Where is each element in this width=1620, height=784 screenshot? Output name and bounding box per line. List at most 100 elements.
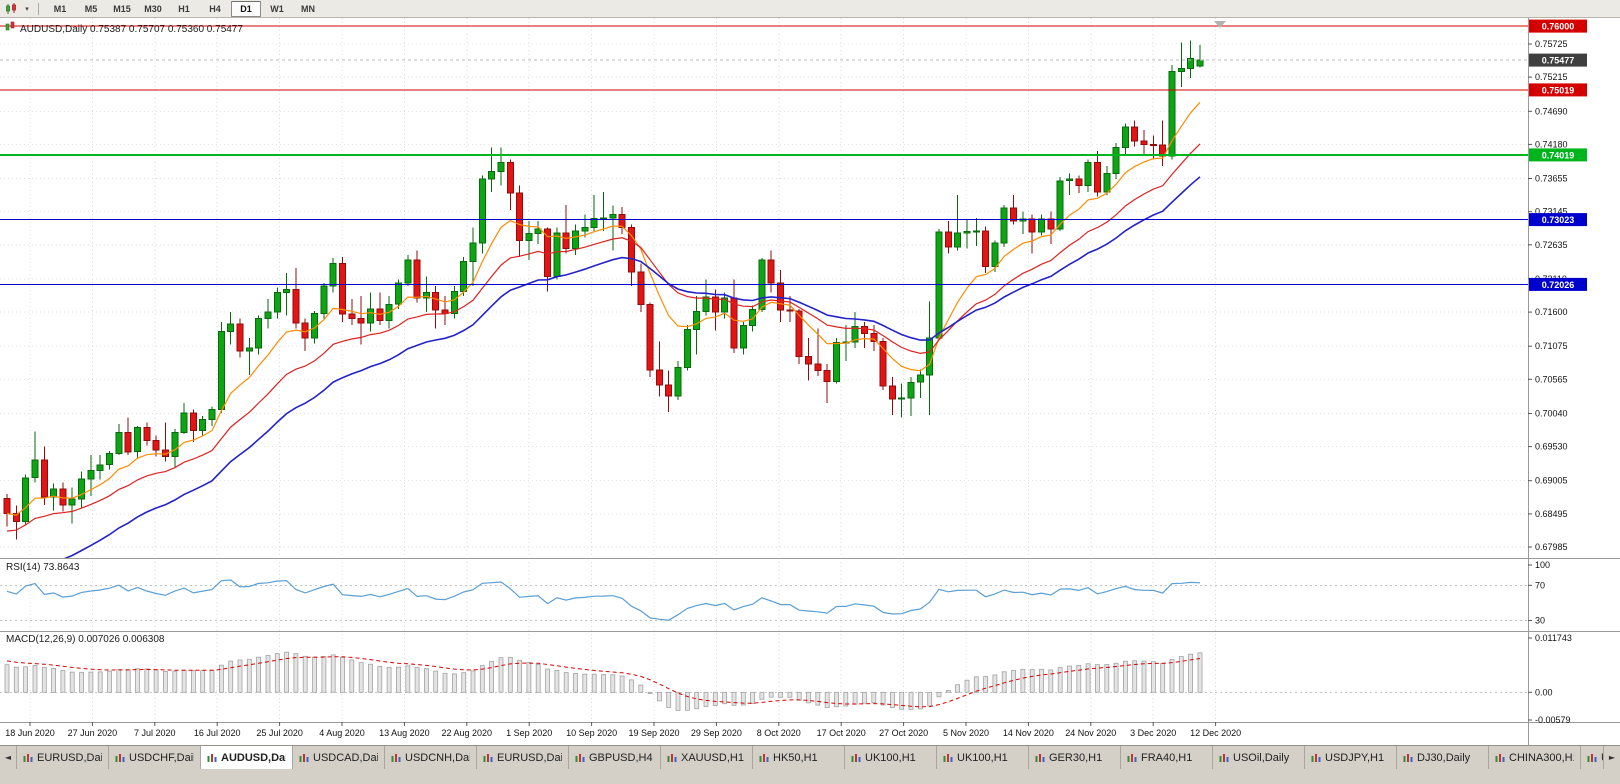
tab-chart-icon — [575, 753, 585, 763]
toolbar-separator — [38, 2, 39, 15]
timeframe-button-h4[interactable]: H4 — [209, 3, 221, 14]
macd-pane-layer — [4, 651, 1203, 711]
axis-tick-label: 0.75725 — [1535, 39, 1568, 49]
tab-chart-icon — [1403, 753, 1413, 763]
axis-tick-label: 30 — [1535, 616, 1545, 626]
macd-label: MACD(12,26,9) 0.007026 0.006308 — [6, 634, 165, 645]
symbol-tab-usdchf-daily[interactable]: USDCHF,Daily — [109, 746, 201, 769]
price-badge-0.76000-label: 0.76000 — [1542, 22, 1575, 32]
tab-chart-icon — [851, 753, 861, 763]
rsi-pane-layer — [6, 579, 1201, 621]
symbol-tab-china300-h1[interactable]: CHINA300,H1 — [1489, 746, 1581, 769]
horizontal-lines-layer[interactable] — [0, 25, 1528, 285]
tab-chart-icon — [1587, 753, 1597, 763]
date-label: 16 Jul 2020 — [194, 728, 241, 738]
timeframe-button-mn[interactable]: MN — [301, 3, 315, 14]
axis-tick-label: 0.72635 — [1535, 240, 1568, 250]
toolbar: ▾ M1 M5 M15 M30 H1 H4 D1 W1 MN — [0, 0, 1620, 18]
date-label: 8 Oct 2020 — [757, 728, 801, 738]
chart-area: 0.75725 0.75215 0.74690 0.74180 0.73655 0.731… — [0, 18, 1620, 745]
axis-tick-label: 0.74690 — [1535, 106, 1568, 116]
timeframe-button-w1[interactable]: W1 — [270, 3, 284, 14]
macd-signal-line — [6, 656, 1201, 708]
date-label: 17 Oct 2020 — [817, 728, 866, 738]
symbol-tab-audusd-daily[interactable]: AUDUSD,Daily — [201, 746, 293, 769]
tab-label: USOil,H4 — [1601, 752, 1603, 764]
date-label: 1 Sep 2020 — [506, 728, 552, 738]
tab-label: USDCHF,Daily — [129, 751, 194, 764]
symbol-tab-usdcnh-daily[interactable]: USDCNH,Daily — [385, 746, 477, 769]
tab-chart-icon — [1127, 753, 1137, 763]
main-chart-svg[interactable]: 0.75725 0.75215 0.74690 0.74180 0.73655 0.731… — [0, 18, 1620, 745]
symbol-tab-usoil-h4[interactable]: USOil,H4 — [1581, 746, 1603, 769]
tab-chart-icon — [391, 753, 401, 763]
symbol-tab-uk100-h1[interactable]: UK100,H1 — [937, 746, 1029, 769]
tab-chart-icon — [1495, 753, 1505, 763]
date-label: 18 Jun 2020 — [5, 728, 55, 738]
time-axis[interactable]: 18 Jun 2020 27 Jun 2020 7 Jul 2020 16 Jul 2… — [5, 722, 1241, 738]
timeframe-button-d1[interactable]: D1 — [231, 0, 261, 17]
date-label: 29 Sep 2020 — [691, 728, 742, 738]
symbol-tab-ger30-h1[interactable]: GER30,H1 — [1029, 746, 1121, 769]
price-badge-0.73023 — [1529, 213, 1587, 227]
date-label: 27 Jun 2020 — [68, 728, 118, 738]
symbol-tab-usoil-daily[interactable]: USOil,Daily — [1213, 746, 1305, 769]
symbol-tab-usdjpy-h1[interactable]: USDJPY,H1 — [1305, 746, 1397, 769]
price-badge-0.75019-label: 0.75019 — [1542, 85, 1575, 95]
tab-chart-icon — [115, 753, 125, 763]
symbol-tab-usdcad-daily[interactable]: USDCAD,Daily — [293, 746, 385, 769]
current-price-badge — [1529, 53, 1587, 67]
candlestick-chart-icon — [6, 2, 16, 14]
current-price-badge-label: 0.75477 — [1542, 56, 1575, 66]
symbol-tab-uk100-h1[interactable]: UK100,H1 — [845, 746, 937, 769]
axis-tick-label: 0.69530 — [1535, 442, 1568, 452]
tab-chart-icon — [943, 753, 953, 763]
pane-separators — [0, 18, 1620, 745]
symbol-tab-eurusd-daily[interactable]: EURUSD,Daily — [17, 746, 109, 769]
axis-tick-label: 70 — [1535, 580, 1545, 590]
axis-tick-label: 0.71600 — [1535, 307, 1568, 317]
symbol-tab-eurusd-daily[interactable]: EURUSD,Daily — [477, 746, 569, 769]
price-badge-0.72026-label: 0.72026 — [1542, 280, 1575, 290]
tab-label: EURUSD,Daily — [497, 751, 562, 764]
price-axis[interactable]: 0.75725 0.75215 0.74690 0.74180 0.73655 0.731… — [1528, 19, 1587, 725]
axis-tick-label: 0.73655 — [1535, 174, 1568, 184]
symbol-tab-xauusd-h1[interactable]: XAUUSD,H1 — [661, 746, 753, 769]
price-badge-0.76000 — [1529, 19, 1587, 33]
timeframe-button-m5[interactable]: M5 — [84, 3, 98, 14]
symbol-tab-hk50-h1[interactable]: HK50,H1 — [753, 746, 845, 769]
tabs-scroll-left-button[interactable]: ◄ — [0, 746, 17, 769]
chart-background — [0, 18, 1620, 745]
tab-chart-icon — [1035, 753, 1045, 763]
date-label: 13 Aug 2020 — [379, 728, 430, 738]
tab-label: GER30,H1 — [1049, 751, 1103, 764]
date-label: 3 Dec 2020 — [1130, 728, 1176, 738]
tab-label: USDCNH,Daily — [405, 751, 470, 764]
chart-shift-marker[interactable] — [1214, 21, 1226, 28]
timeframe-button-m30[interactable]: M30 — [144, 3, 162, 14]
tab-label: HK50,H1 — [773, 751, 818, 764]
timeframe-button-h1[interactable]: H1 — [178, 3, 190, 14]
tabs-scroll-right-button[interactable]: ► — [1603, 746, 1620, 769]
axis-tick-label: 0.00 — [1535, 687, 1553, 697]
tab-label: EURUSD,Daily — [37, 751, 102, 764]
axis-tick-label: 0.68495 — [1535, 509, 1568, 519]
symbol-tab-fra40-h1[interactable]: FRA40,H1 — [1121, 746, 1213, 769]
timeframe-button-m1[interactable]: M1 — [53, 3, 67, 14]
chart-type-icon[interactable] — [4, 2, 20, 16]
chart-type-dropdown-caret[interactable]: ▾ — [25, 4, 29, 13]
symbol-tab-gbpusd-h4[interactable]: GBPUSD,H4 — [569, 746, 661, 769]
timeframe-button-m15[interactable]: M15 — [113, 3, 131, 14]
date-label: 25 Jul 2020 — [256, 728, 303, 738]
date-label: 24 Nov 2020 — [1065, 728, 1116, 738]
axis-tick-label: 0.011743 — [1535, 633, 1572, 643]
ma-mid-line — [6, 143, 1201, 532]
date-label: 27 Oct 2020 — [879, 728, 928, 738]
axis-tick-label: 0.69005 — [1535, 476, 1568, 486]
axis-tick-label: 0.75215 — [1535, 72, 1568, 82]
price-badge-0.75019 — [1529, 83, 1587, 97]
axis-tick-label: 0.73145 — [1535, 207, 1568, 217]
tab-chart-icon — [759, 753, 769, 763]
symbol-tab-dj30-daily[interactable]: DJ30,Daily — [1397, 746, 1489, 769]
